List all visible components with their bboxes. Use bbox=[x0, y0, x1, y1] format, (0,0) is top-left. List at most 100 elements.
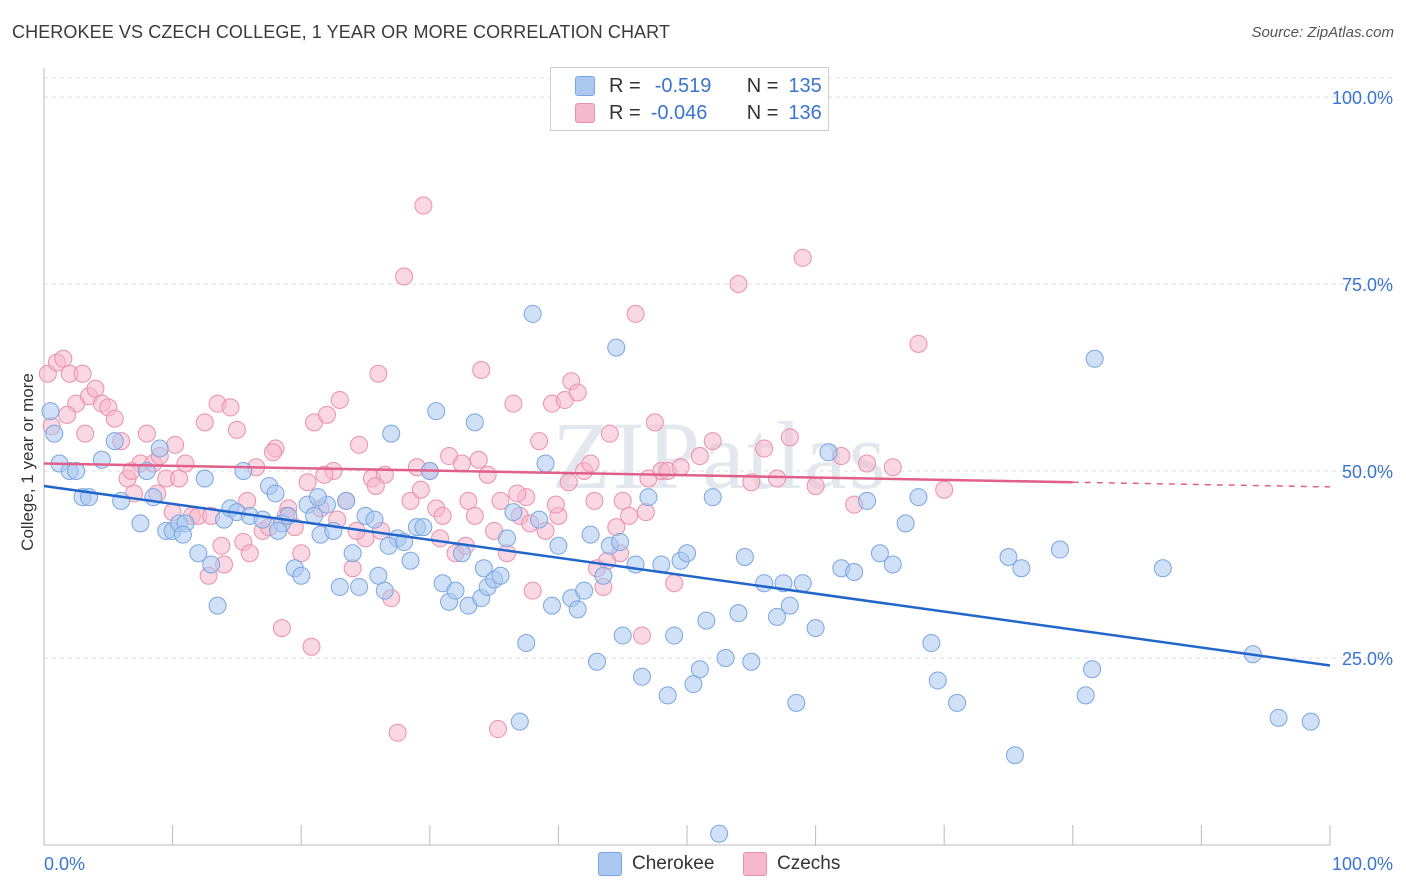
cherokee-point bbox=[806, 619, 825, 638]
czechs-point bbox=[411, 480, 430, 499]
cherokee-point bbox=[465, 413, 484, 432]
cherokee-point bbox=[330, 577, 349, 596]
x-tick-label: 0.0% bbox=[44, 854, 85, 874]
cherokee-point bbox=[896, 514, 915, 533]
legend-n-value: 135 bbox=[788, 74, 822, 97]
czechs-point bbox=[568, 383, 587, 402]
legend-r-label: R = bbox=[609, 101, 641, 124]
y-tick-label: 100.0% bbox=[1332, 88, 1393, 108]
cherokee-point bbox=[497, 529, 516, 548]
grid-lines bbox=[44, 77, 1392, 659]
czechs-point bbox=[240, 544, 259, 563]
cherokee-point bbox=[308, 488, 327, 507]
czechs-point bbox=[195, 413, 214, 432]
czechs-legend-label: Czechs bbox=[777, 853, 841, 874]
cherokee-point bbox=[452, 544, 471, 563]
czechs-point bbox=[388, 723, 407, 742]
cherokee-point bbox=[253, 510, 272, 529]
czechs-point bbox=[298, 473, 317, 492]
cherokee-point bbox=[780, 596, 799, 615]
cherokee-point bbox=[948, 693, 967, 712]
czechs-point bbox=[488, 720, 507, 739]
czechs-point bbox=[292, 544, 311, 563]
cherokee-point bbox=[1050, 540, 1069, 559]
cherokee-point bbox=[999, 548, 1018, 567]
cherokee-point bbox=[787, 693, 806, 712]
czechs-trend-line bbox=[43, 462, 1073, 484]
cherokee-point bbox=[269, 521, 288, 540]
czechs-point bbox=[302, 637, 321, 656]
czechs-trend-extension bbox=[1072, 481, 1331, 488]
cherokee-point bbox=[375, 581, 394, 600]
czechs-point bbox=[166, 435, 185, 454]
cherokee-point bbox=[909, 488, 928, 507]
cherokee-point bbox=[510, 712, 529, 731]
cherokee-swatch bbox=[598, 852, 622, 876]
cherokee-point bbox=[594, 566, 613, 585]
cherokee-point bbox=[536, 454, 555, 473]
czechs-point bbox=[459, 491, 478, 510]
cherokee-point bbox=[845, 562, 864, 581]
cherokee-point bbox=[690, 660, 709, 679]
legend-n-label: N = bbox=[746, 101, 779, 124]
cherokee-point bbox=[379, 536, 398, 555]
cherokee-point bbox=[504, 503, 523, 522]
cherokee-point bbox=[742, 652, 761, 671]
cherokee-point bbox=[337, 491, 356, 510]
cherokee-point bbox=[729, 604, 748, 623]
bottom-legend-czechs: Czechs bbox=[743, 852, 840, 876]
cherokee-point bbox=[819, 443, 838, 462]
czechs-point bbox=[755, 439, 774, 458]
legend-r-value: -0.046 bbox=[650, 101, 708, 124]
czechs-point bbox=[768, 469, 787, 488]
cherokee-point bbox=[369, 566, 388, 585]
cherokee-point bbox=[678, 544, 696, 563]
y-axis-label: College, 1 year or more bbox=[18, 373, 37, 551]
czechs-point bbox=[431, 529, 450, 548]
legend-n-label: N = bbox=[746, 74, 779, 97]
cherokee-point bbox=[658, 686, 677, 705]
cherokee-point bbox=[234, 462, 253, 480]
cherokee-point bbox=[1076, 686, 1095, 705]
cherokee-point bbox=[292, 566, 311, 585]
cherokee-point bbox=[1012, 559, 1031, 578]
cherokee-point bbox=[189, 544, 208, 563]
czechs-point bbox=[491, 491, 510, 510]
czechs-point bbox=[176, 454, 195, 473]
czechs-point bbox=[504, 394, 523, 413]
czechs-point bbox=[343, 559, 362, 578]
czechs-point bbox=[600, 424, 619, 443]
czechs-point bbox=[632, 626, 651, 645]
cherokee-point bbox=[517, 634, 536, 653]
cherokee-point bbox=[343, 544, 362, 563]
cherokee-point bbox=[607, 338, 626, 357]
cherokee-point bbox=[202, 555, 221, 574]
cherokee-point bbox=[639, 488, 658, 507]
cherokee-point bbox=[131, 514, 150, 533]
cherokee-point bbox=[67, 462, 86, 480]
czechs-point bbox=[585, 491, 604, 510]
chart-title: CHEROKEE VS CZECH COLLEGE, 1 YEAR OR MOR… bbox=[12, 22, 671, 42]
cherokee-point bbox=[703, 488, 722, 507]
cherokee-point bbox=[382, 424, 401, 443]
cherokee-point bbox=[137, 462, 156, 480]
cherokee-point bbox=[542, 596, 561, 615]
czechs-point bbox=[508, 484, 527, 503]
cherokee-point bbox=[208, 596, 227, 615]
czechs-point bbox=[626, 304, 645, 323]
czechs-point bbox=[465, 506, 484, 525]
czechs-point bbox=[272, 619, 291, 638]
cherokee-point bbox=[710, 824, 729, 843]
czechs-point bbox=[559, 473, 578, 492]
cherokee-point bbox=[1269, 708, 1288, 727]
cherokee-point bbox=[665, 626, 684, 645]
czechs-point bbox=[227, 420, 246, 439]
cherokee-point bbox=[266, 484, 285, 503]
czechs-point bbox=[613, 491, 632, 510]
czechs-swatch bbox=[743, 852, 767, 876]
cherokee-trend-line bbox=[43, 484, 1331, 667]
czechs-point bbox=[472, 361, 491, 380]
czechs-point bbox=[170, 469, 189, 488]
czechs-swatch bbox=[575, 103, 595, 123]
czechs-point bbox=[369, 364, 388, 383]
